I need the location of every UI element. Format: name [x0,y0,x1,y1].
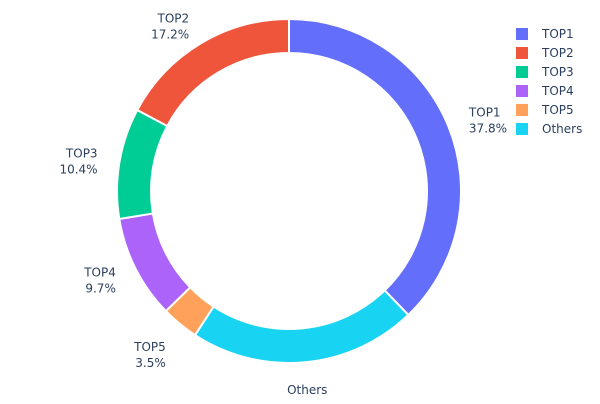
slice-top4[interactable] [118,212,192,313]
legend-label: TOP1 [541,27,574,41]
slice-label-name: Others [287,383,327,397]
legend-label: TOP2 [541,46,574,60]
legend-label: TOP3 [541,65,574,79]
legend-label: TOP4 [541,84,574,98]
slice-label-value: 3.5% [135,356,166,370]
legend-item-top1[interactable]: TOP1 [516,27,574,41]
legend-swatch [516,123,528,135]
slice-label-name: TOP1 [468,105,501,119]
slice-label-name: TOP4 [83,266,116,280]
slice-label-top2: TOP2 17.2% [151,12,189,42]
slice-top1[interactable] [288,17,462,317]
slice-top3[interactable] [116,108,169,221]
slice-label-others: Others21.4% [287,383,327,400]
legend-swatch [516,66,528,78]
legend-swatch [516,28,528,40]
slice-label-value: 37.8% [469,121,507,135]
slice-others[interactable] [193,288,410,364]
legend-item-top2[interactable]: TOP2 [516,46,574,60]
slice-label-value: 9.7% [85,282,116,296]
slice-label-name: TOP5 [133,340,166,354]
slice-labels: TOP1 37.8% Others21.4% TOP5 3.5% TOP4 9.7% TOP3… [59,12,507,404]
slice-label-name: TOP2 [157,12,190,26]
legend-swatch [516,85,528,97]
legend: TOP1 TOP2 TOP3 TOP4 TOP5 Others [516,27,582,136]
slice-label-top3: TOP3 10.4% [59,146,97,176]
slice-label-top4: TOP4 9.7% [83,266,116,296]
legend-label: Others [542,122,582,136]
legend-item-top3[interactable]: TOP3 [516,65,574,79]
slice-label-top5: TOP5 3.5% [133,340,166,370]
legend-item-top4[interactable]: TOP4 [516,84,574,98]
legend-swatch [516,47,528,59]
slice-label-value: 17.2% [151,28,189,42]
legend-swatch [516,104,528,116]
legend-item-top5[interactable]: TOP5 [516,103,574,117]
legend-label: TOP5 [541,103,574,117]
legend-item-others[interactable]: Others [516,122,582,136]
slices [116,17,462,364]
slice-top2[interactable] [135,17,290,128]
slice-label-top1: TOP1 37.8% [468,105,507,135]
slice-label-value: 10.4% [59,162,97,176]
slice-label-name: TOP3 [65,146,98,160]
